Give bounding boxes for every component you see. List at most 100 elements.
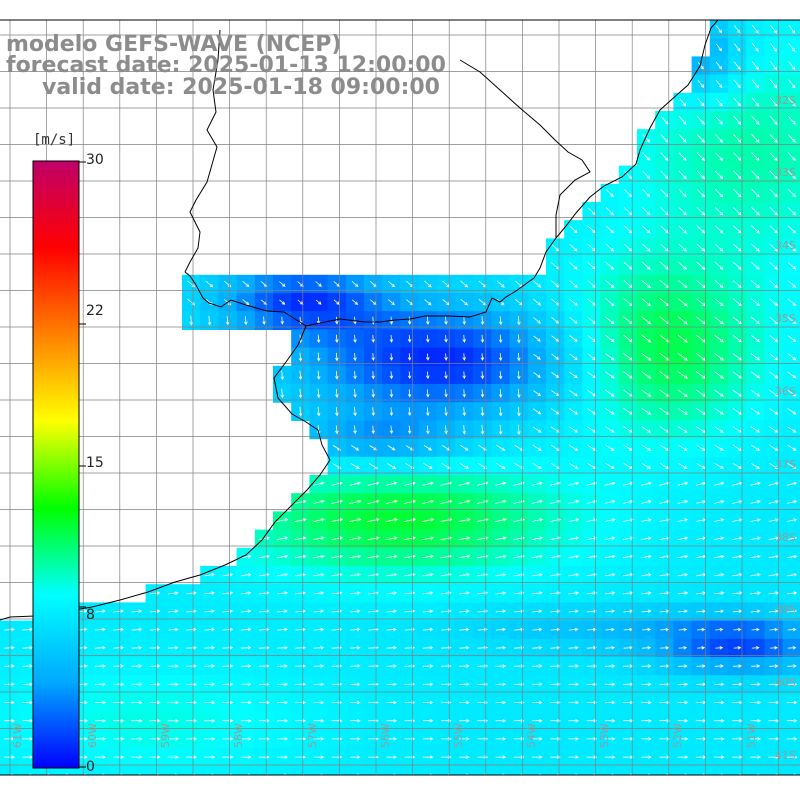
wind-speed-cell [782,384,800,403]
wind-arrow [335,388,339,399]
wind-arrow [186,627,197,632]
wind-arrow [732,316,743,325]
wind-arrow [751,243,760,252]
wind-arrow [204,645,216,650]
wind-arrow [225,315,230,326]
lat-label-40s: 40S [775,676,796,689]
wind-arrow [167,700,179,705]
wind-arrow [422,591,434,595]
wind-arrow [732,280,742,288]
wind-arrow [659,737,671,741]
wind-arrow [568,572,580,577]
wind-arrow [149,700,161,705]
wind-arrow [533,317,542,324]
wind-arrow [660,170,669,180]
wind-arrow [460,280,469,288]
wind-arrow [550,700,561,705]
wind-arrow [95,627,106,632]
wind-arrow [660,188,669,198]
wind-arrow [714,243,724,252]
wind-arrow [605,426,615,433]
wind-arrow [533,372,541,378]
wind-arrow [349,591,361,595]
wind-arrow [459,444,469,451]
wind-arrow [315,299,322,305]
wind-arrow [389,407,394,417]
coastline-uruguay-argentina [184,19,719,327]
wind-arrow [550,462,561,470]
wind-arrow [313,591,325,595]
wind-arrow [204,591,216,595]
wind-arrow [733,133,742,144]
wind-arrow [258,718,270,723]
colorbar-ticks [79,161,86,768]
wind-arrow [349,518,362,523]
wind-arrow [277,627,288,632]
wind-arrow [185,718,198,723]
wind-arrow [586,591,598,595]
wind-arrow [677,389,688,397]
wind-arrow [751,133,760,144]
wind-arrow [149,664,161,668]
wind-arrow [677,371,688,379]
wind-arrow [131,700,143,705]
wind-arrow [677,407,688,415]
wind-arrow [641,536,652,541]
wind-arrow [458,572,471,577]
wind-arrow [313,609,325,614]
wind-arrow [498,424,503,435]
wind-arrow [480,353,485,361]
wind-arrow [751,152,760,162]
colorbar-unit: [m/s] [33,132,76,148]
wind-arrow [258,536,271,541]
wind-arrow [167,755,179,759]
wind-arrow [605,407,615,415]
wind-arrow [422,664,434,668]
wind-arrow [788,61,796,71]
wind-arrow [641,298,652,307]
wind-arrow [715,115,723,125]
wind-arrow [751,225,760,234]
wind-arrow [440,499,453,504]
wind-speed-cell [782,329,800,349]
wind-arrow [678,152,687,161]
wind-arrow [495,737,507,741]
wind-arrow [604,737,616,741]
wind-arrow [605,334,615,343]
wind-arrow [389,389,394,398]
wind-speed-cell [782,202,800,221]
wind-arrow [787,646,797,650]
wind-arrow [677,682,689,687]
wind-arrow [131,755,143,759]
wind-arrow [462,334,466,343]
wind-arrow [421,518,435,523]
wind-arrow [4,755,15,759]
wind-arrow [642,170,651,180]
wind-arrow [313,682,325,687]
wind-arrow [787,462,797,469]
wind-arrow [94,737,107,741]
wind-arrow [204,627,216,632]
wind-arrow [495,591,507,595]
wind-arrow [495,572,507,577]
wind-arrow [641,500,652,504]
wind-arrow [678,243,687,252]
wind-arrow [787,207,797,216]
wind-arrow [531,682,543,687]
wind-arrow [495,755,507,759]
wind-arrow [495,627,506,632]
wind-arrow [459,627,470,632]
colorbar-tick-0: 0 [86,759,95,775]
wind-arrow [367,572,380,577]
wind-arrow [444,389,448,398]
wind-arrow [350,755,361,759]
wind-arrow [732,389,743,397]
wind-arrow [407,371,412,380]
wind-arrow [605,389,615,397]
wind-arrow [769,627,779,632]
wind-arrow [677,444,688,451]
wind-arrow [587,207,596,216]
wind-arrow [642,207,651,216]
wind-speed-cell [782,456,800,476]
bottom-margin [0,775,800,800]
